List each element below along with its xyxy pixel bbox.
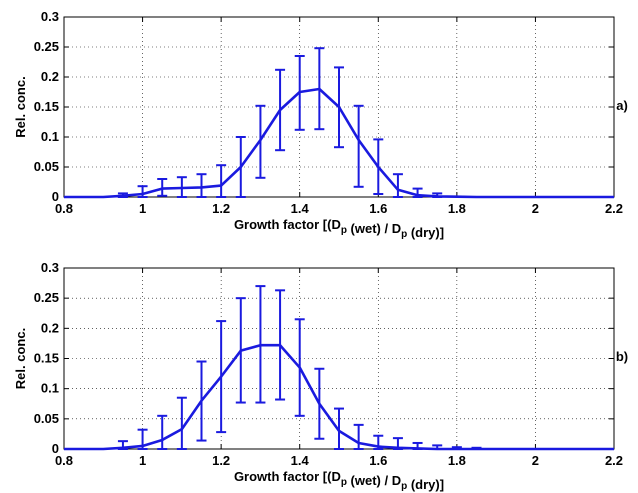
series-line — [64, 87, 614, 199]
x-tick-label: 0.8 — [55, 201, 73, 216]
y-tick-label: 0 — [52, 189, 59, 204]
y-axis-label: Rel. conc. — [13, 328, 28, 389]
x-tick-label: 1.2 — [212, 453, 230, 468]
y-tick-label: 0.25 — [34, 39, 59, 54]
y-tick-label: 0.2 — [41, 69, 59, 84]
y-tick-label: 0.1 — [41, 381, 59, 396]
y-tick-label: 0.15 — [34, 99, 59, 114]
x-axis-label: Growth factor [(Dp (wet) / Dp (dry)] — [234, 217, 444, 240]
panel-label: a) — [616, 98, 628, 113]
x-tick-label: 1.8 — [448, 201, 466, 216]
x-tick-label: 1 — [139, 453, 146, 468]
x-tick-label: 1.8 — [448, 453, 466, 468]
x-tick-label: 1.6 — [369, 453, 387, 468]
y-axis-label: Rel. conc. — [13, 76, 28, 137]
x-tick-label: 2 — [532, 453, 539, 468]
x-tick-label: 2 — [532, 201, 539, 216]
x-tick-label: 1.6 — [369, 201, 387, 216]
y-tick-label: 0.25 — [34, 290, 59, 305]
y-tick-label: 0.05 — [34, 411, 59, 426]
series-line — [64, 343, 614, 451]
chart-panel-2: 0.8 1 1.2 1.4 1.6 1.8 2 2.2 0 0.05 0.1 0.15 0.2 0.25 0… — [13, 260, 628, 492]
x-tick-label: 0.8 — [55, 453, 73, 468]
panel-label: b) — [616, 349, 628, 364]
y-tick-label: 0.3 — [41, 260, 59, 275]
x-tick-label: 1.2 — [212, 201, 230, 216]
y-tick-label: 0.05 — [34, 159, 59, 174]
y-tick-label: 0.15 — [34, 351, 59, 366]
y-tick-label: 0.3 — [41, 9, 59, 24]
x-tick-label: 2.2 — [605, 201, 623, 216]
x-axis-label: Growth factor [(Dp (wet) / Dp (dry)] — [234, 469, 444, 492]
x-tick-label: 1.4 — [291, 201, 310, 216]
y-tick-label: 0.1 — [41, 129, 59, 144]
x-tick-label: 2.2 — [605, 453, 623, 468]
x-tick-label: 1 — [139, 201, 146, 216]
chart-panel-1: 0.8 1 1.2 1.4 1.6 1.8 2 2.2 0 0.05 0.1 0.15 0.2 0.25 0… — [13, 9, 628, 240]
x-tick-label: 1.4 — [291, 453, 310, 468]
y-tick-label: 0.2 — [41, 320, 59, 335]
y-tick-label: 0 — [52, 441, 59, 456]
